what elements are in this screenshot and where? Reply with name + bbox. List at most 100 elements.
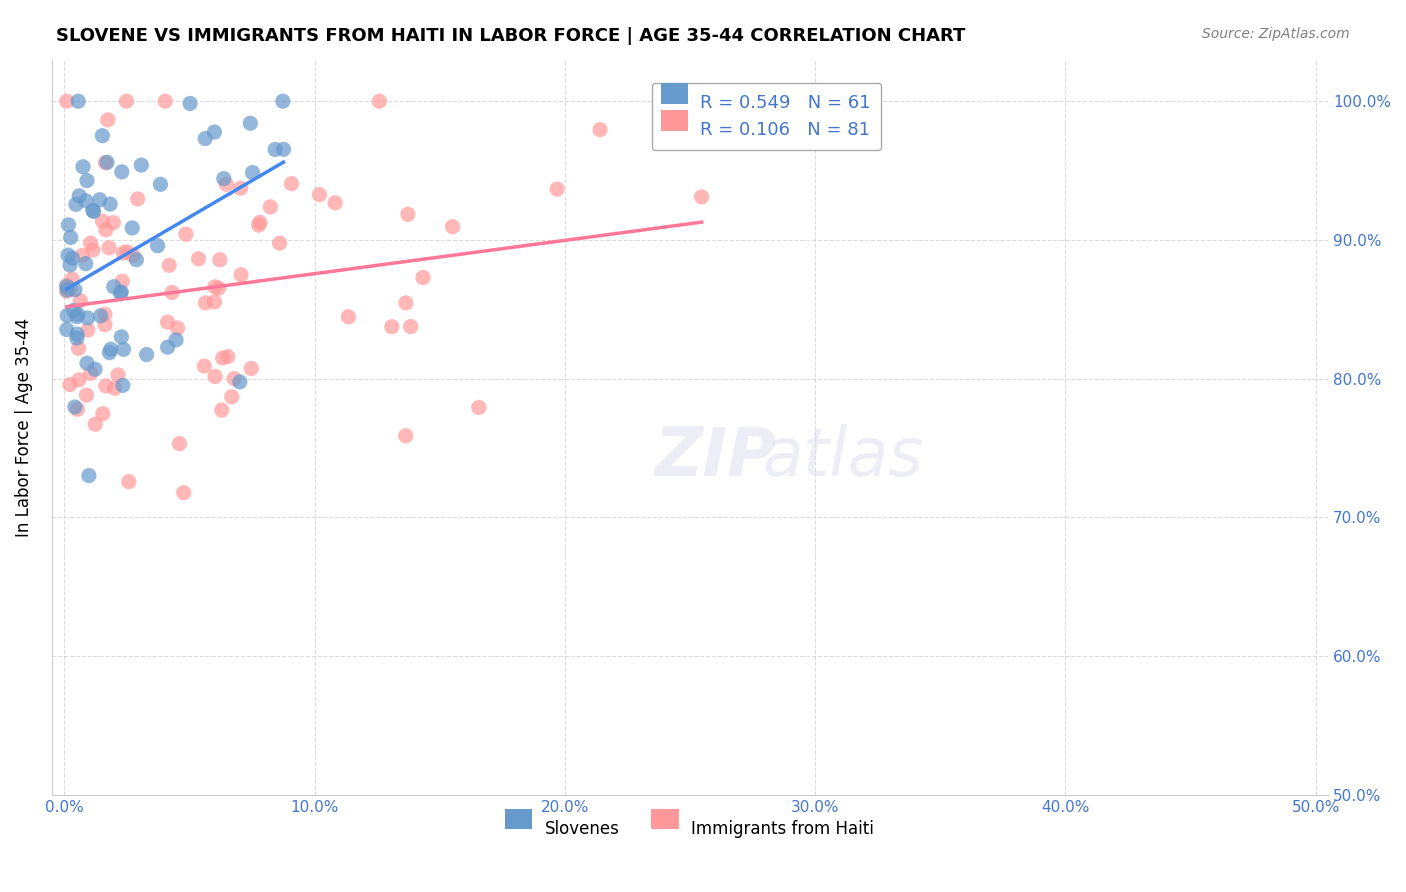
Slovenes xyxy=(111,378,134,392)
Slovenes xyxy=(110,286,132,301)
Slovenes xyxy=(212,171,235,186)
Slovenes xyxy=(75,257,97,271)
Immigrants from Haiti xyxy=(160,285,183,300)
Slovenes xyxy=(66,310,89,324)
Immigrants from Haiti xyxy=(55,94,77,108)
Slovenes xyxy=(55,322,77,336)
Slovenes xyxy=(56,309,79,323)
Immigrants from Haiti xyxy=(249,215,271,229)
Slovenes xyxy=(165,333,187,347)
Immigrants from Haiti xyxy=(103,216,125,230)
Slovenes xyxy=(56,248,79,262)
Slovenes xyxy=(62,303,84,318)
Immigrants from Haiti xyxy=(280,177,302,191)
Immigrants from Haiti xyxy=(217,350,239,364)
Immigrants from Haiti xyxy=(55,285,77,299)
Immigrants from Haiti xyxy=(59,377,82,392)
Slovenes xyxy=(83,204,105,219)
Immigrants from Haiti xyxy=(94,379,117,393)
Slovenes xyxy=(110,330,132,344)
Immigrants from Haiti xyxy=(156,315,179,329)
Immigrants from Haiti xyxy=(240,361,263,376)
Slovenes xyxy=(89,193,111,207)
Slovenes xyxy=(103,279,125,293)
Slovenes xyxy=(82,203,104,218)
Immigrants from Haiti xyxy=(80,367,103,381)
Immigrants from Haiti xyxy=(157,258,180,272)
Slovenes xyxy=(264,143,287,157)
Immigrants from Haiti xyxy=(337,310,360,324)
Immigrants from Haiti xyxy=(395,296,418,310)
Slovenes xyxy=(75,194,97,208)
Text: atlas: atlas xyxy=(762,424,924,490)
Immigrants from Haiti xyxy=(368,94,391,108)
Slovenes xyxy=(129,158,152,172)
Immigrants from Haiti xyxy=(94,318,117,332)
Immigrants from Haiti xyxy=(55,278,77,293)
Immigrants from Haiti xyxy=(441,219,464,234)
Immigrants from Haiti xyxy=(155,94,177,108)
Immigrants from Haiti xyxy=(60,272,83,286)
Immigrants from Haiti xyxy=(224,371,246,385)
Immigrants from Haiti xyxy=(127,192,149,206)
Slovenes xyxy=(111,165,134,179)
Slovenes xyxy=(65,197,87,211)
Immigrants from Haiti xyxy=(91,407,114,421)
Immigrants from Haiti xyxy=(94,307,117,321)
Immigrants from Haiti xyxy=(259,200,281,214)
Immigrants from Haiti xyxy=(208,252,231,267)
Immigrants from Haiti xyxy=(94,156,117,170)
Slovenes xyxy=(121,221,143,235)
Slovenes xyxy=(56,283,79,297)
Immigrants from Haiti xyxy=(211,403,233,417)
Immigrants from Haiti xyxy=(221,390,243,404)
Slovenes xyxy=(239,116,262,130)
Immigrants from Haiti xyxy=(97,112,120,127)
Slovenes xyxy=(110,285,132,299)
Slovenes xyxy=(90,309,112,323)
Slovenes xyxy=(135,348,157,362)
Immigrants from Haiti xyxy=(690,190,713,204)
Slovenes xyxy=(76,310,98,325)
Immigrants from Haiti xyxy=(82,243,104,257)
Immigrants from Haiti xyxy=(187,252,209,266)
Immigrants from Haiti xyxy=(589,122,612,136)
Immigrants from Haiti xyxy=(546,182,568,196)
Immigrants from Haiti xyxy=(412,270,434,285)
Slovenes xyxy=(125,252,148,267)
Immigrants from Haiti xyxy=(204,294,226,309)
Immigrants from Haiti xyxy=(396,207,419,221)
Immigrants from Haiti xyxy=(207,281,229,295)
Slovenes xyxy=(67,189,90,203)
Slovenes xyxy=(149,178,172,192)
Slovenes xyxy=(77,468,100,483)
Immigrants from Haiti xyxy=(76,388,98,402)
Slovenes xyxy=(273,142,295,156)
Immigrants from Haiti xyxy=(308,187,330,202)
Immigrants from Haiti xyxy=(98,241,121,255)
Slovenes xyxy=(59,258,82,272)
Slovenes xyxy=(66,331,89,345)
Immigrants from Haiti xyxy=(111,274,134,288)
Immigrants from Haiti xyxy=(72,248,94,262)
Immigrants from Haiti xyxy=(395,429,418,443)
Immigrants from Haiti xyxy=(122,248,145,262)
Immigrants from Haiti xyxy=(79,236,101,251)
Slovenes xyxy=(58,218,80,232)
Slovenes xyxy=(242,165,264,179)
Immigrants from Haiti xyxy=(169,436,191,450)
Slovenes xyxy=(229,375,252,389)
Immigrants from Haiti xyxy=(84,417,107,432)
Slovenes xyxy=(98,345,121,359)
Immigrants from Haiti xyxy=(59,282,82,296)
Immigrants from Haiti xyxy=(174,227,197,241)
Slovenes xyxy=(179,96,201,111)
Slovenes xyxy=(156,340,179,354)
Slovenes xyxy=(76,356,98,370)
Y-axis label: In Labor Force | Age 35-44: In Labor Force | Age 35-44 xyxy=(15,318,32,537)
Immigrants from Haiti xyxy=(115,94,138,108)
Slovenes xyxy=(112,343,135,357)
Immigrants from Haiti xyxy=(115,244,138,259)
Slovenes xyxy=(67,94,90,108)
Immigrants from Haiti xyxy=(166,321,188,335)
